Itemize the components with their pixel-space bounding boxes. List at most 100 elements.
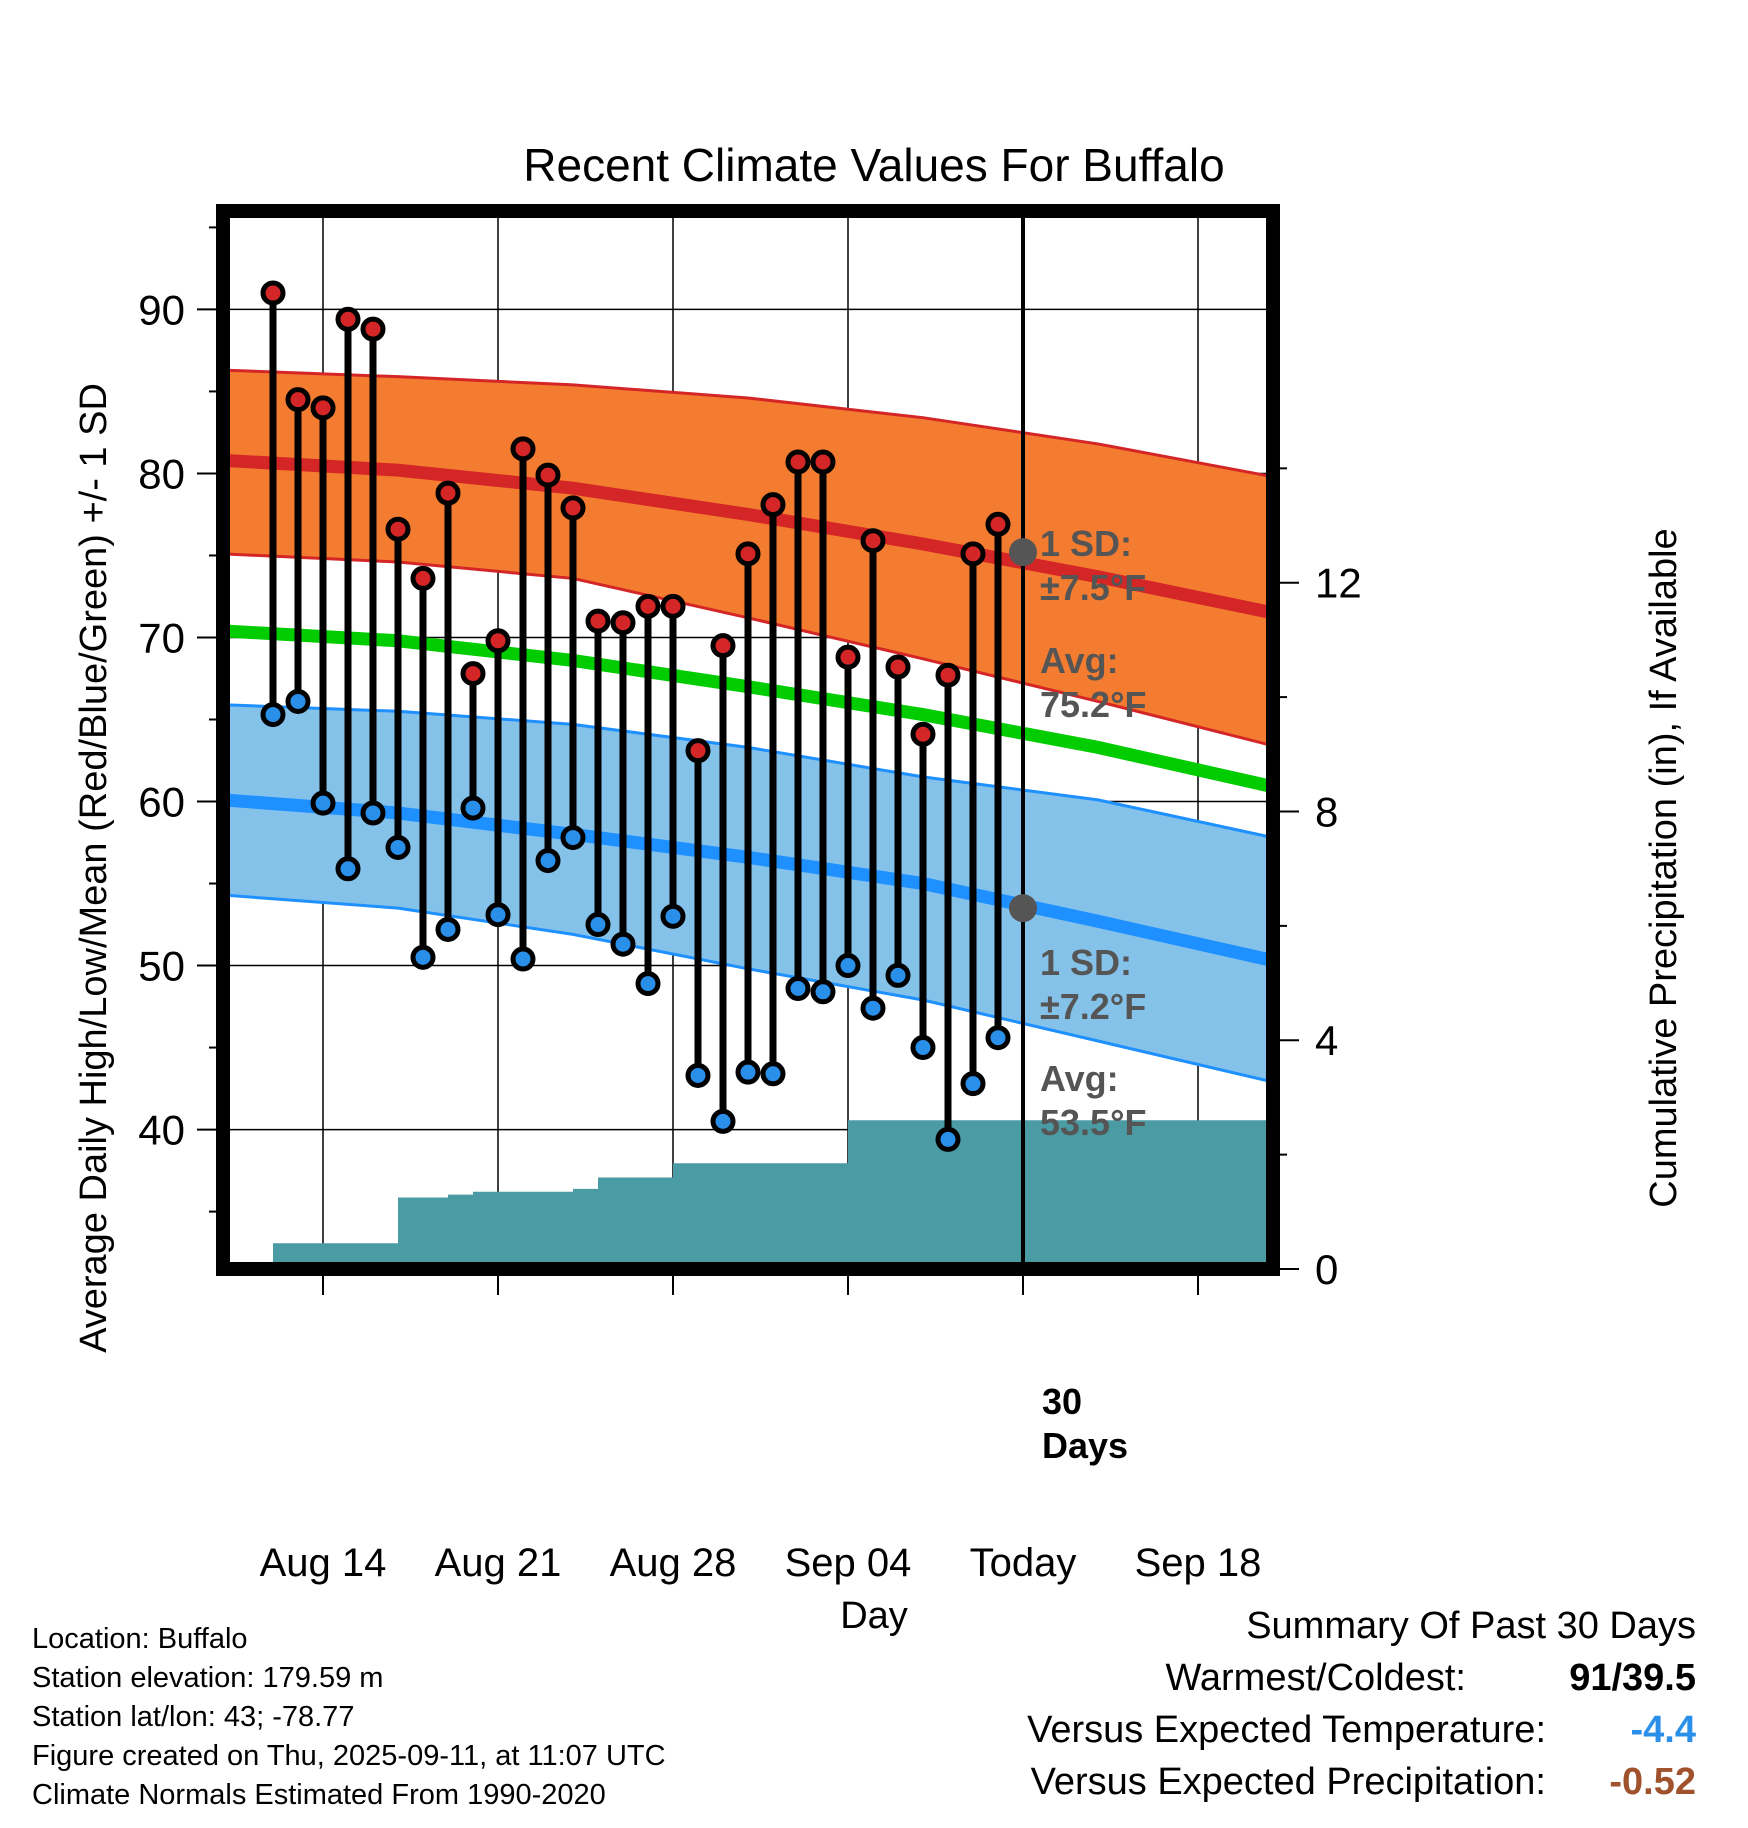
today-high-normal-marker [1009, 538, 1037, 567]
sd-annotation: ±7.2°F [1040, 986, 1146, 1027]
daily-low-point [935, 1126, 961, 1152]
daily-high-point [910, 721, 936, 747]
y2-tick-label: 8 [1315, 788, 1338, 835]
summary-title: Summary Of Past 30 Days [1246, 1605, 1696, 1647]
daily-high-point [635, 593, 661, 619]
x-tick-label: Today [970, 1541, 1077, 1585]
daily-low-point [260, 702, 286, 728]
daily-low-point [885, 962, 911, 988]
sd-annotation: 1 SD: [1040, 942, 1132, 983]
daily-high-point [435, 480, 461, 506]
daily-high-point [460, 661, 486, 687]
daily-low-point [435, 916, 461, 942]
daily-high-point [535, 462, 561, 488]
daily-low-point [685, 1062, 711, 1088]
station-info: Location: Buffalo Station elevation: 179… [32, 1620, 666, 1815]
y-axis-label: Average Daily High/Low/Mean (Red/Blue/Gr… [73, 383, 115, 1353]
daily-low-point [735, 1059, 761, 1085]
y-tick-label: 60 [138, 779, 185, 826]
daily-high-point [710, 633, 736, 659]
daily-high-point [260, 280, 286, 306]
y2-tick-label: 4 [1315, 1017, 1338, 1064]
daily-high-point [835, 644, 861, 670]
latlon-text: Station lat/lon: 43; -78.77 [32, 1701, 355, 1733]
plot-frame [216, 204, 1280, 1276]
daily-low-point [710, 1108, 736, 1134]
temp-departure-value: -4.4 [1630, 1709, 1696, 1751]
sd-annotation: ±7.5°F [1040, 567, 1146, 608]
daily-low-point [835, 953, 861, 979]
y2-tick-label: 0 [1315, 1246, 1338, 1293]
location-text: Location: Buffalo [32, 1623, 248, 1655]
daily-high-point [335, 306, 361, 332]
precip-days-label: 30 [1042, 1381, 1082, 1422]
daily-high-point [560, 495, 586, 521]
daily-high-point [885, 654, 911, 680]
daily-high-point [785, 449, 811, 475]
warmest-value: 91 [1569, 1657, 1612, 1699]
daily-low-point [535, 848, 561, 874]
daily-high-point [360, 316, 386, 342]
daily-low-point [360, 800, 386, 826]
precip-departure-value: -0.52 [1609, 1761, 1696, 1803]
daily-high-point [685, 738, 711, 764]
daily-low-point [560, 825, 586, 851]
created-text: Figure created on Thu, 2025-09-11, at 11… [32, 1740, 666, 1772]
x-tick-label: Sep 04 [785, 1541, 912, 1585]
daily-high-point [960, 541, 986, 567]
daily-high-point [385, 516, 411, 542]
elevation-text: Station elevation: 179.59 m [32, 1662, 384, 1694]
daily-low-point [585, 912, 611, 938]
sd-annotation: 1 SD: [1040, 523, 1132, 564]
y-tick-label: 40 [138, 1107, 185, 1154]
daily-high-point [860, 528, 886, 554]
daily-high-point [660, 593, 686, 619]
daily-low-point [485, 902, 511, 928]
daily-high-point [285, 387, 311, 413]
x-axis-label: Day [840, 1595, 908, 1637]
daily-low-point [860, 995, 886, 1021]
daily-high-point [310, 395, 336, 421]
daily-low-point [310, 790, 336, 816]
daily-high-point [410, 565, 436, 591]
high-sd-band-upper-edge [223, 368, 1273, 479]
y-tick-label: 50 [138, 943, 185, 990]
daily-low-point [460, 795, 486, 821]
daily-low-point [285, 688, 311, 714]
daily-high-point [760, 492, 786, 518]
normal-high-line [223, 453, 1273, 620]
precip-days-label: Days [1042, 1425, 1128, 1466]
cumulative-precip-area [248, 1120, 1273, 1269]
today-low-normal-marker [1009, 894, 1037, 923]
y-tick-label: 80 [138, 450, 185, 497]
daily-high-point [985, 511, 1011, 537]
daily-low-point [510, 946, 536, 972]
daily-low-point [385, 834, 411, 860]
daily-low-point [810, 979, 836, 1005]
daily-high-point [610, 610, 636, 636]
daily-high-point [510, 436, 536, 462]
x-tick-label: Aug 28 [610, 1541, 737, 1585]
daily-low-point [910, 1035, 936, 1061]
daily-high-point [935, 662, 961, 688]
daily-high-point [735, 541, 761, 567]
sd-annotation: 75.2°F [1040, 684, 1146, 725]
daily-low-point [660, 903, 686, 929]
daily-high-point [485, 628, 511, 654]
plot-content [223, 211, 1273, 1269]
daily-low-point [760, 1061, 786, 1087]
normals-text: Climate Normals Estimated From 1990-2020 [32, 1779, 606, 1811]
coldest-value: 39.5 [1622, 1657, 1696, 1699]
y2-tick-label: 12 [1315, 560, 1362, 607]
x-tick-label: Aug 21 [435, 1541, 562, 1585]
precip-departure-label: Versus Expected Precipitation: [1030, 1761, 1546, 1803]
y-tick-label: 70 [138, 614, 185, 661]
x-tick-label: Sep 18 [1135, 1541, 1262, 1585]
warmest-coldest-value: 91/39.5 [1569, 1657, 1696, 1699]
sd-annotation: 53.5°F [1040, 1102, 1146, 1143]
sd-annotation: Avg: [1040, 640, 1119, 681]
temp-departure-label: Versus Expected Temperature: [1027, 1709, 1546, 1751]
y-tick-label: 90 [138, 286, 185, 333]
